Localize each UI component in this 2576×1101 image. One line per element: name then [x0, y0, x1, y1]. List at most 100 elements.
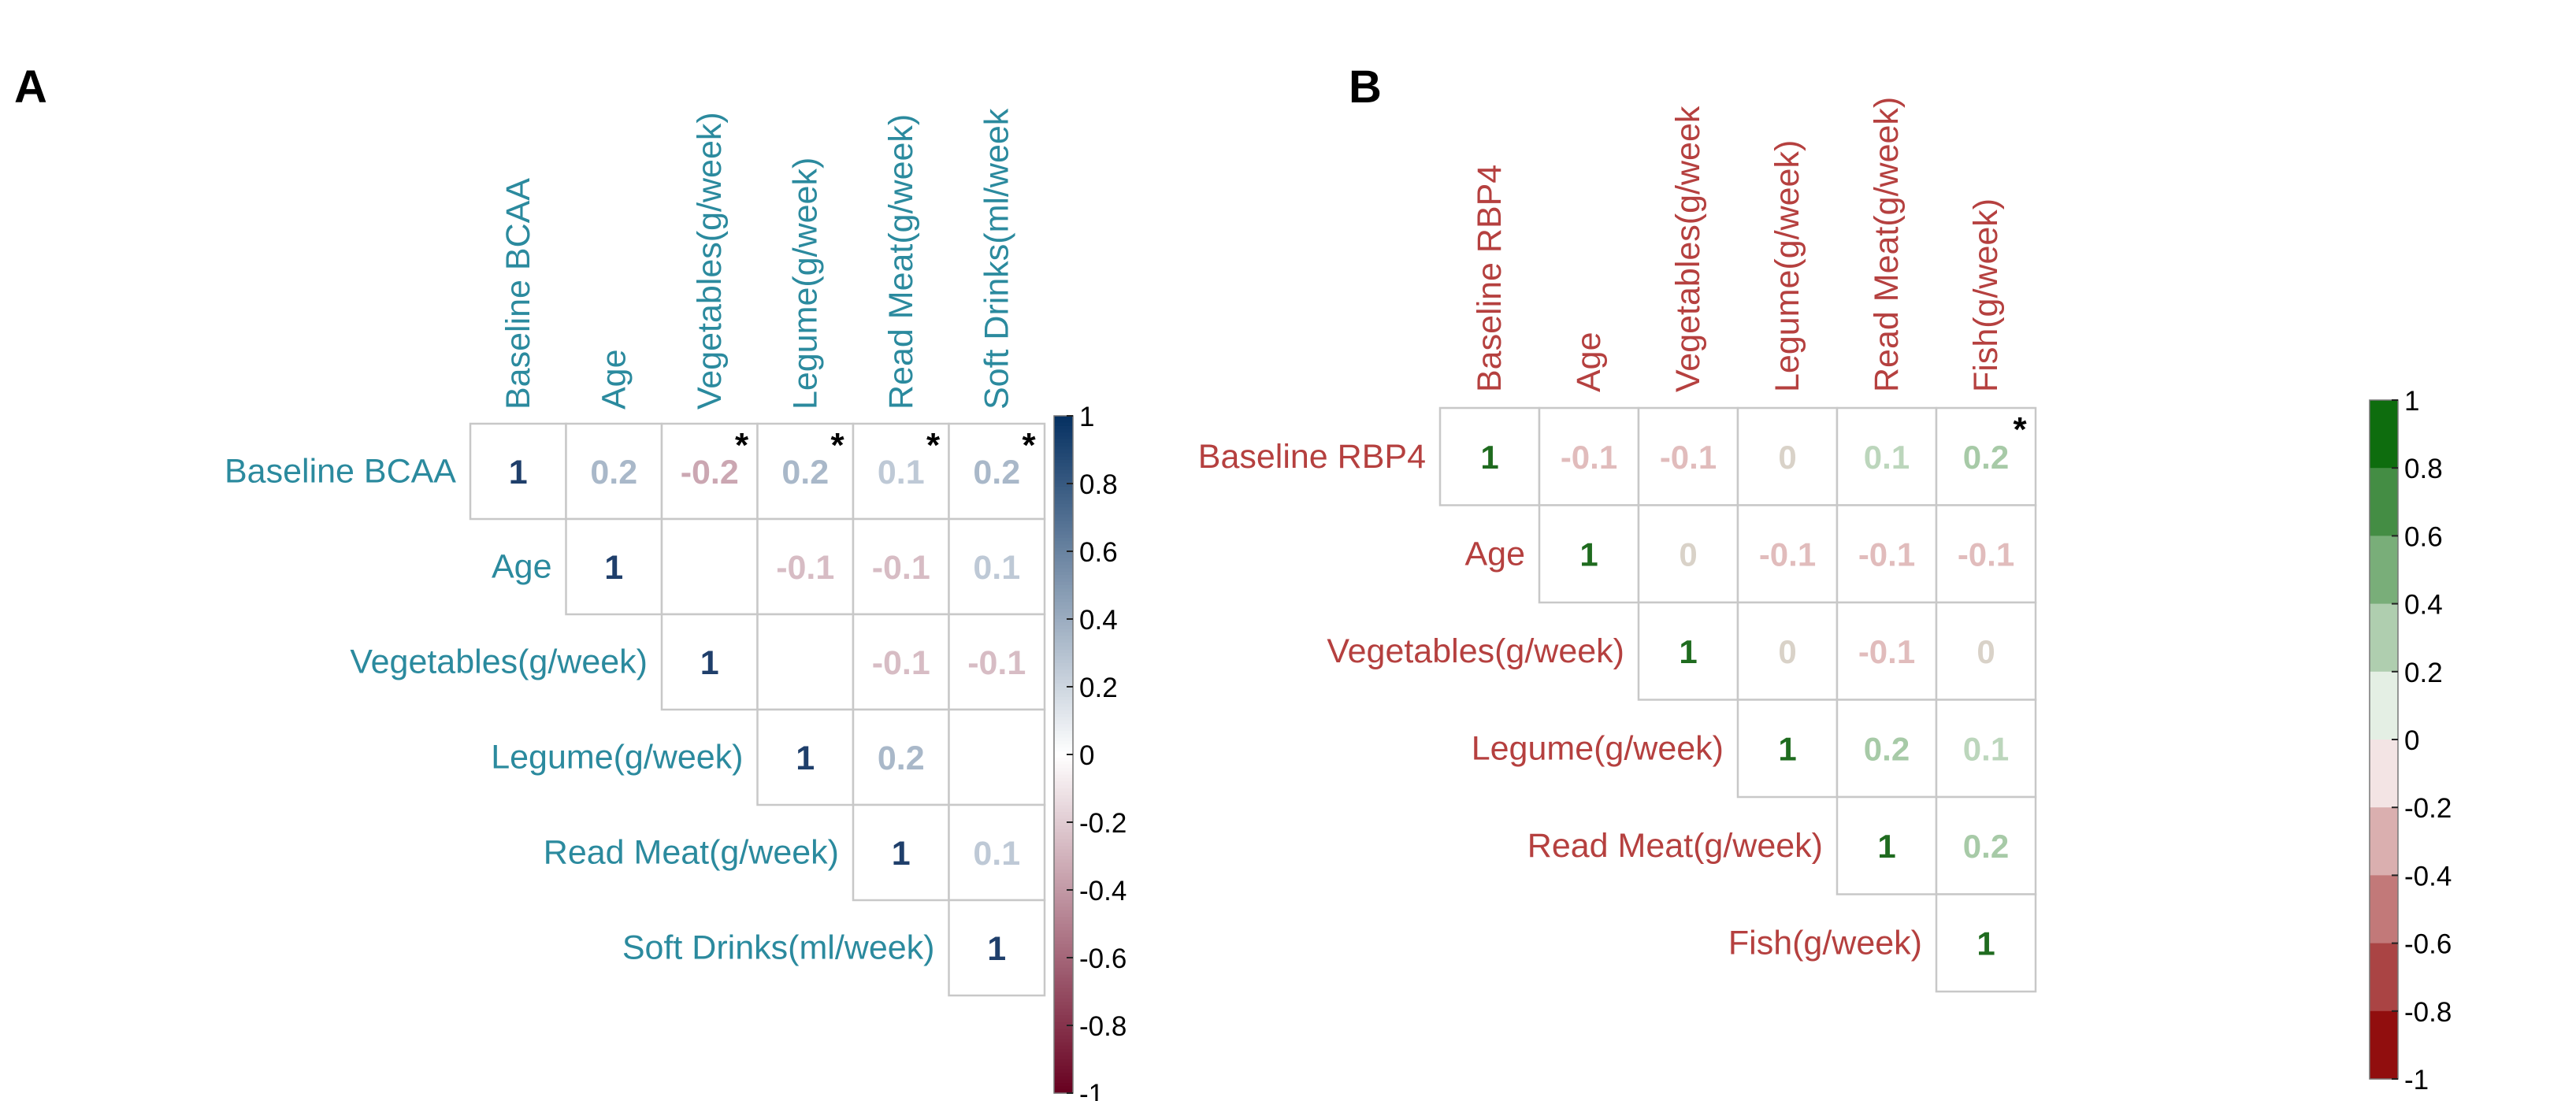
colorbar-segment — [1054, 588, 1073, 593]
colorbar-segment — [2370, 807, 2398, 876]
colorbar-segment — [1054, 1076, 1073, 1081]
colorbar-segment — [1054, 521, 1073, 525]
colorbar-segment — [1054, 964, 1073, 969]
colorbar-segment — [1054, 1055, 1073, 1060]
row-label: Baseline RBP4 — [1198, 438, 1426, 476]
colorbar-tick-label: 0.2 — [1079, 673, 1118, 703]
row-label: Fish(g/week) — [1728, 924, 1922, 962]
colorbar-segment — [1054, 1086, 1073, 1091]
colorbar-segment — [1054, 778, 1073, 782]
column-label: Vegetables(g/week) — [691, 112, 729, 410]
colorbar-segment — [1054, 947, 1073, 951]
colorbar-tick-label: 0.2 — [2404, 658, 2443, 688]
colorbar-tick-label: -0.8 — [1079, 1011, 1127, 1042]
colorbar-segment — [1054, 1083, 1073, 1087]
colorbar-segment — [1054, 669, 1073, 674]
correlation-value: 0.2 — [1963, 828, 2009, 865]
colorbar-segment — [2370, 536, 2398, 605]
colorbar-segment — [1054, 1029, 1073, 1033]
colorbar-segment — [1054, 639, 1073, 643]
colorbar-segment — [1054, 1062, 1073, 1067]
colorbar-segment — [1054, 534, 1073, 539]
colorbar-segment — [1054, 1045, 1073, 1050]
colorbar-segment — [1054, 1069, 1073, 1073]
colorbar-segment — [1054, 432, 1073, 437]
colorbar-segment — [1054, 643, 1073, 647]
colorbar-segment — [1054, 836, 1073, 840]
colorbar-segment — [1054, 805, 1073, 810]
colorbar-segment — [1054, 998, 1073, 1003]
correlation-value: -0.1 — [1858, 536, 1915, 573]
matrix-cell — [948, 422, 1046, 521]
colorbar-segment — [1054, 659, 1073, 664]
colorbar-tick-label: -0.4 — [2404, 861, 2452, 892]
correlation-value: 0 — [1778, 633, 1796, 670]
colorbar-tick-label: 0 — [1079, 740, 1094, 771]
colorbar-segment — [1054, 774, 1073, 779]
matrix-cell — [948, 899, 1046, 997]
colorbar-segment — [1054, 1089, 1073, 1094]
column-label: Legume(g/week) — [786, 158, 824, 410]
colorbar-segment — [1054, 619, 1073, 623]
colorbar-segment — [1054, 1001, 1073, 1006]
colorbar-segment — [1054, 677, 1073, 680]
colorbar-segment — [1054, 876, 1073, 880]
colorbar-segment — [1054, 940, 1073, 945]
colorbar-segment — [1054, 914, 1073, 918]
correlation-value: -0.2 — [681, 454, 739, 491]
colorbar-segment — [1054, 662, 1073, 667]
diagonal-value: 1 — [1778, 730, 1796, 767]
colorbar-segment — [1054, 869, 1073, 874]
matrix-cell — [852, 613, 950, 711]
correlation-value: 0.2 — [1963, 439, 2009, 476]
colorbar-segment — [1054, 1052, 1073, 1057]
row-label: Vegetables(g/week) — [350, 643, 648, 681]
colorbar-segment — [1054, 995, 1073, 999]
colorbar-segment — [1054, 490, 1073, 495]
column-label: Read Meat(g/week) — [882, 114, 920, 410]
correlation-value: 0.1 — [878, 454, 925, 491]
colorbar-segment — [1054, 636, 1073, 640]
matrix-cell — [660, 422, 759, 521]
colorbar-segment — [1054, 758, 1073, 762]
correlation-value: -0.1 — [776, 549, 834, 587]
colorbar-segment — [1054, 829, 1073, 833]
colorbar-segment — [1054, 493, 1073, 498]
column-label: Read Meat(g/week) — [1868, 97, 1906, 392]
colorbar-segment — [1054, 585, 1073, 589]
colorbar-segment — [1054, 1039, 1073, 1044]
correlation-value: -0.1 — [872, 644, 930, 682]
matrix-cell — [1736, 504, 1839, 604]
colorbar-segment — [1054, 476, 1073, 481]
correlation-value: -0.1 — [1759, 536, 1816, 573]
colorbar-segment — [1054, 818, 1073, 823]
colorbar-tick-label: 1 — [1079, 402, 1094, 432]
colorbar-segment — [1054, 571, 1073, 576]
colorbar-segment — [1054, 740, 1073, 745]
correlation-value: 0 — [1778, 439, 1796, 476]
colorbar-segment — [1054, 537, 1073, 542]
column-label: Vegetables(g/week — [1669, 106, 1707, 392]
row-label: Read Meat(g/week) — [1527, 827, 1823, 865]
significance-marker: * — [830, 426, 844, 465]
colorbar-segment — [1054, 910, 1073, 914]
colorbar-tick-label: -1 — [2404, 1065, 2429, 1095]
colorbar-segment — [1054, 943, 1073, 948]
colorbar-segment — [1054, 443, 1073, 447]
colorbar-segment — [1054, 890, 1073, 894]
correlation-value: 0 — [1679, 536, 1697, 573]
panel-a-correlation-matrix: A 1 0.2 -0.2 0.2 0.1 0.2 1 -0.1 -0.1 0.1 1 -0.1 -0.1 1… — [14, 61, 1127, 1101]
diagonal-value: 1 — [1977, 925, 1995, 962]
matrix-cell — [1835, 504, 1938, 604]
colorbar-segment — [1054, 917, 1073, 921]
colorbar-segment — [1054, 612, 1073, 617]
colorbar-segment — [1054, 554, 1073, 559]
colorbar-segment — [1054, 1021, 1073, 1026]
colorbar-segment — [1054, 439, 1073, 443]
colorbar-segment — [1054, 808, 1073, 813]
colorbar-segment — [1054, 473, 1073, 477]
matrix-cell — [469, 422, 567, 521]
colorbar-segment — [1054, 450, 1073, 454]
column-label: Baseline BCAA — [499, 178, 537, 410]
